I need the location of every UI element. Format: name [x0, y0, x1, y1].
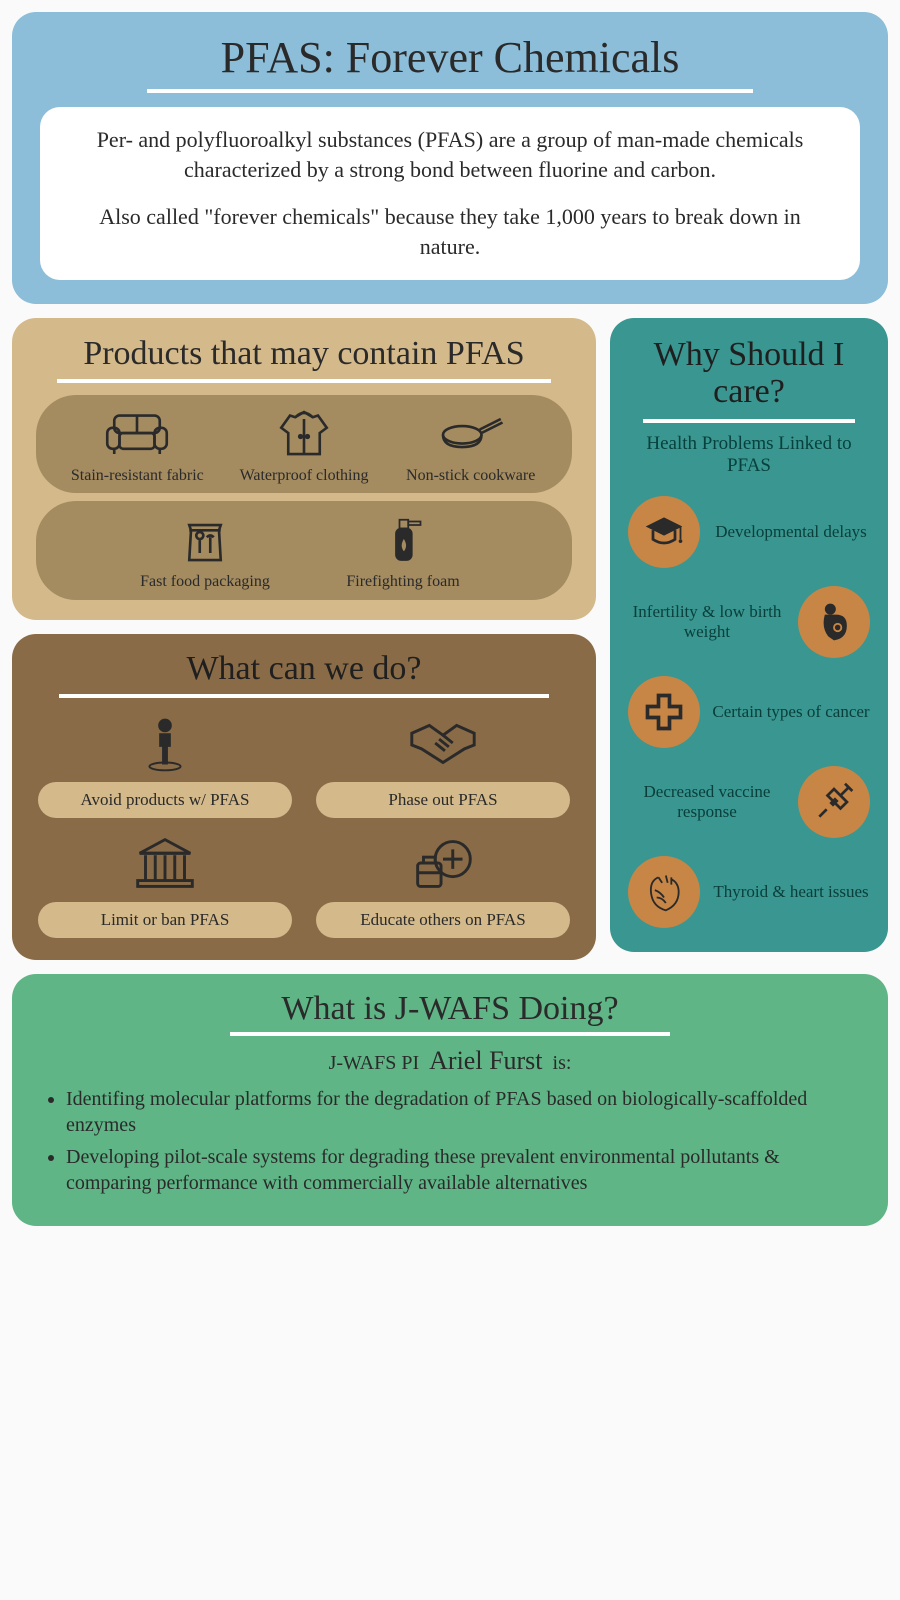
person-icon [126, 712, 204, 774]
actions-grid: Avoid products w/ PFAS Phase out PFAS [38, 712, 570, 938]
products-panel: Products that may contain PFAS [12, 318, 596, 620]
health-label: Thyroid & heart issues [712, 882, 870, 902]
header-rule [147, 89, 754, 93]
jwafs-panel: What is J-WAFS Doing? J-WAFS PI Ariel Fu… [12, 974, 888, 1226]
jacket-icon [269, 405, 339, 461]
jwafs-pi-prefix: J-WAFS PI [329, 1052, 420, 1074]
product-label: Fast food packaging [140, 573, 270, 591]
left-column: Products that may contain PFAS [12, 318, 596, 960]
health-infertility: Infertility & low birth weight [628, 586, 870, 658]
handshake-icon [404, 712, 482, 774]
health-thyroid: Thyroid & heart issues [628, 856, 870, 928]
jwafs-bullet: Developing pilot-scale systems for degra… [66, 1144, 858, 1196]
syringe-icon [812, 780, 856, 824]
jwafs-bullets: Identifing molecular platforms for the d… [42, 1086, 858, 1196]
health-label: Decreased vaccine response [628, 782, 786, 823]
sofa-icon [102, 405, 172, 461]
products-title: Products that may contain PFAS [36, 334, 572, 373]
product-label: Non-stick cookware [406, 467, 535, 485]
header-para2: Also called "forever chemicals" because … [72, 202, 828, 261]
health-label: Infertility & low birth weight [628, 602, 786, 643]
health-label: Developmental delays [712, 522, 870, 542]
care-panel: Why Should I care? Health Problems Linke… [610, 318, 888, 952]
bag-icon [170, 511, 240, 567]
gradcap-icon [642, 510, 686, 554]
actions-rule [59, 694, 548, 698]
health-label: Certain types of cancer [712, 702, 870, 722]
medical-cross-icon [642, 690, 686, 734]
gradcap-circle [628, 496, 700, 568]
actions-panel: What can we do? Avoid products w/ PFAS [12, 634, 596, 960]
middle-row: Products that may contain PFAS [12, 318, 888, 960]
health-cancer: Certain types of cancer [628, 676, 870, 748]
jwafs-title: What is J-WAFS Doing? [42, 990, 858, 1028]
health-list: Developmental delays Infertility & low b… [628, 496, 870, 928]
header-panel: PFAS: Forever Chemicals Per- and polyflu… [12, 12, 888, 304]
pregnant-icon [812, 600, 856, 644]
extinguisher-icon [368, 511, 438, 567]
products-rule [57, 379, 550, 383]
pregnant-circle [798, 586, 870, 658]
action-ban: Limit or ban PFAS [38, 832, 292, 938]
product-jacket: Waterproof clothing [221, 405, 388, 485]
jwafs-pi-line: J-WAFS PI Ariel Furst is: [42, 1046, 858, 1076]
cross-circle [628, 676, 700, 748]
jwafs-pi-name: Ariel Furst [429, 1046, 542, 1075]
product-packaging: Fast food packaging [106, 511, 304, 591]
header-body: Per- and polyfluoroalkyl substances (PFA… [40, 107, 860, 280]
action-label: Avoid products w/ PFAS [38, 782, 292, 818]
products-row-1: Stain-resistant fabric Waterproof clothi… [36, 395, 572, 493]
product-label: Firefighting foam [346, 573, 459, 591]
care-subtitle: Health Problems Linked to PFAS [628, 433, 870, 479]
action-avoid: Avoid products w/ PFAS [38, 712, 292, 818]
health-developmental: Developmental delays [628, 496, 870, 568]
pan-icon [436, 405, 506, 461]
action-label: Educate others on PFAS [316, 902, 570, 938]
product-label: Stain-resistant fabric [71, 467, 204, 485]
header-para1: Per- and polyfluoroalkyl substances (PFA… [72, 125, 828, 184]
product-sofa: Stain-resistant fabric [54, 405, 221, 485]
action-label: Limit or ban PFAS [38, 902, 292, 938]
health-vaccine: Decreased vaccine response [628, 766, 870, 838]
product-label: Waterproof clothing [240, 467, 369, 485]
jwafs-pi-suffix: is: [553, 1052, 572, 1074]
jwafs-rule [230, 1032, 671, 1036]
syringe-circle [798, 766, 870, 838]
anatomical-heart-icon [642, 870, 686, 914]
action-label: Phase out PFAS [316, 782, 570, 818]
product-pan: Non-stick cookware [387, 405, 554, 485]
care-rule [643, 419, 856, 423]
heart-circle [628, 856, 700, 928]
action-phaseout: Phase out PFAS [316, 712, 570, 818]
action-educate: Educate others on PFAS [316, 832, 570, 938]
jwafs-bullet: Identifing molecular platforms for the d… [66, 1086, 858, 1138]
main-title: PFAS: Forever Chemicals [40, 32, 860, 83]
government-icon [126, 832, 204, 894]
medical-kit-icon [404, 832, 482, 894]
actions-title: What can we do? [38, 650, 570, 688]
product-extinguisher: Firefighting foam [304, 511, 502, 591]
care-title: Why Should I care? [628, 336, 870, 411]
products-row-2: Fast food packaging Firefighting foam [36, 501, 572, 599]
